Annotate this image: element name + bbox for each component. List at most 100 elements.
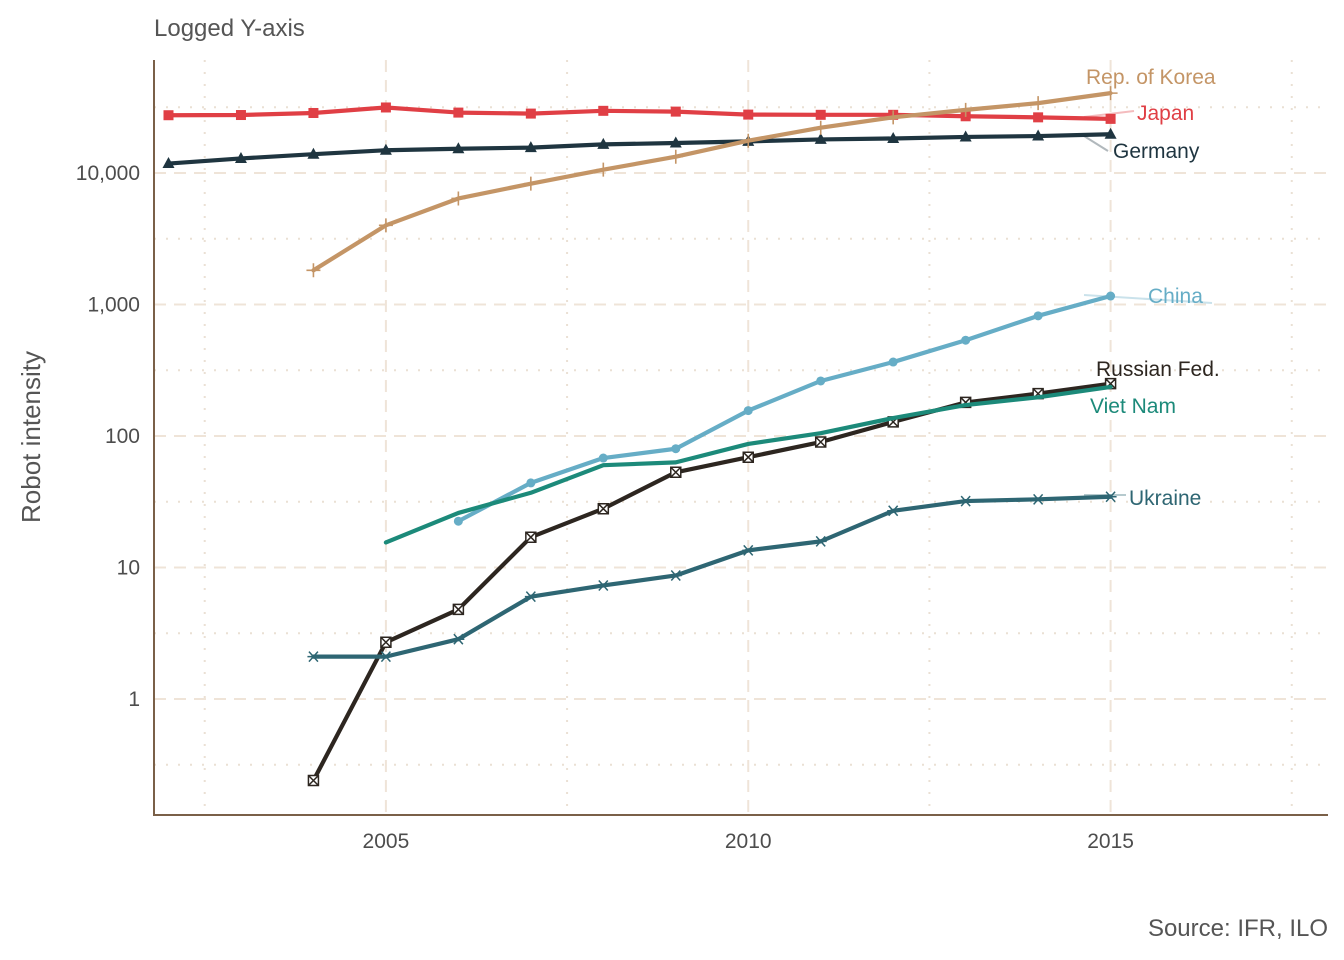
line-ukraine	[311, 494, 1113, 659]
leader-china	[1083, 294, 1213, 304]
point-russian-fed	[742, 451, 754, 463]
series-labels: Japan Germany Rep. of Korea China Russian Fe…	[1083, 66, 1220, 510]
point-germany	[234, 151, 247, 163]
point-china	[816, 376, 826, 386]
point-ukraine	[887, 505, 900, 517]
point-japan	[670, 106, 681, 117]
point-japan	[235, 110, 246, 121]
y-tick-labels: 1 10 100 1,000 10,000	[76, 162, 140, 711]
point-rep-of-korea	[378, 218, 393, 233]
line-russian-fed	[311, 381, 1113, 783]
point-rep-of-korea	[813, 120, 828, 135]
point-rep-of-korea	[958, 102, 973, 117]
point-germany	[162, 157, 175, 169]
source-caption: Source: IFR, ILO	[1148, 915, 1328, 942]
point-russian-fed	[814, 436, 827, 448]
point-rep-of-korea	[668, 149, 683, 164]
point-rep-of-korea	[523, 176, 538, 191]
point-germany	[379, 143, 392, 155]
series-viet-nam	[383, 384, 1113, 545]
point-rep-of-korea	[306, 263, 321, 278]
line-germany	[166, 132, 1113, 166]
point-rep-of-korea	[1031, 96, 1046, 111]
x-tick-label: 2005	[363, 830, 410, 853]
y-tick-label: 10	[117, 557, 140, 580]
point-germany	[887, 131, 900, 143]
x-tick-label: 2015	[1087, 830, 1134, 853]
point-ukraine	[379, 651, 392, 663]
point-japan	[525, 108, 536, 119]
point-china	[526, 478, 536, 488]
point-russian-fed	[380, 636, 392, 649]
y-axis-label: Robot intensity	[16, 351, 46, 523]
point-ukraine	[959, 495, 972, 507]
y-tick-label: 100	[105, 425, 140, 448]
point-germany	[669, 136, 682, 148]
label-germany: Germany	[1113, 140, 1200, 163]
series-japan	[163, 102, 1116, 124]
series-rep-of-korea	[306, 86, 1118, 278]
point-rep-of-korea	[886, 110, 901, 125]
series-russian-fed	[307, 377, 1117, 787]
point-japan	[163, 110, 174, 121]
point-germany	[1104, 127, 1117, 139]
point-ukraine	[597, 579, 610, 591]
point-japan	[1033, 112, 1044, 123]
point-rep-of-korea	[1103, 86, 1118, 101]
point-ukraine	[669, 569, 682, 581]
point-rep-of-korea	[596, 162, 611, 177]
point-japan	[380, 102, 391, 113]
point-china	[1033, 311, 1043, 321]
point-japan	[453, 107, 464, 118]
label-china: China	[1148, 285, 1203, 308]
point-germany	[452, 142, 465, 154]
series-china	[453, 291, 1116, 526]
line-viet-nam	[383, 384, 1113, 545]
chart-title: Logged Y-axis	[154, 15, 305, 42]
label-rep-of-korea: Rep. of Korea	[1086, 66, 1216, 89]
point-germany	[814, 132, 827, 144]
x-tick-labels: 2005 2010 2015	[363, 830, 1134, 853]
point-germany	[959, 130, 972, 142]
series-germany	[162, 127, 1117, 169]
line-china	[456, 293, 1113, 524]
point-ukraine	[814, 535, 827, 547]
point-russian-fed	[670, 466, 682, 479]
point-china	[743, 406, 753, 416]
point-japan	[598, 105, 609, 116]
label-russian-fed: Russian Fed.	[1096, 358, 1220, 381]
x-tick-label: 2010	[725, 830, 772, 853]
label-japan: Japan	[1137, 102, 1194, 125]
leader-japan	[1083, 110, 1135, 118]
point-china	[598, 453, 608, 463]
series-lines	[162, 86, 1118, 787]
point-china	[888, 357, 898, 367]
point-ukraine	[742, 544, 755, 556]
point-china	[671, 444, 681, 454]
point-russian-fed	[597, 502, 610, 515]
point-japan	[1105, 113, 1116, 124]
point-ukraine	[524, 591, 537, 603]
point-germany	[307, 147, 320, 159]
point-japan	[308, 107, 319, 118]
point-china	[453, 516, 463, 526]
point-russian-fed	[525, 531, 537, 543]
point-rep-of-korea	[451, 191, 466, 206]
point-china	[1106, 291, 1116, 301]
point-japan	[815, 109, 826, 120]
line-rep-of-korea	[311, 91, 1113, 273]
point-ukraine	[452, 633, 465, 645]
label-viet-nam: Viet Nam	[1090, 395, 1176, 418]
point-russian-fed	[452, 603, 465, 616]
point-ukraine	[1104, 491, 1117, 503]
line-japan	[166, 105, 1113, 121]
point-ukraine	[307, 651, 320, 663]
point-china	[961, 335, 971, 345]
y-tick-label: 1	[128, 688, 140, 711]
label-ukraine: Ukraine	[1129, 487, 1201, 510]
leader-germany	[1083, 135, 1109, 152]
grid	[154, 60, 1328, 815]
point-ukraine	[1032, 493, 1045, 505]
point-japan	[743, 109, 754, 120]
